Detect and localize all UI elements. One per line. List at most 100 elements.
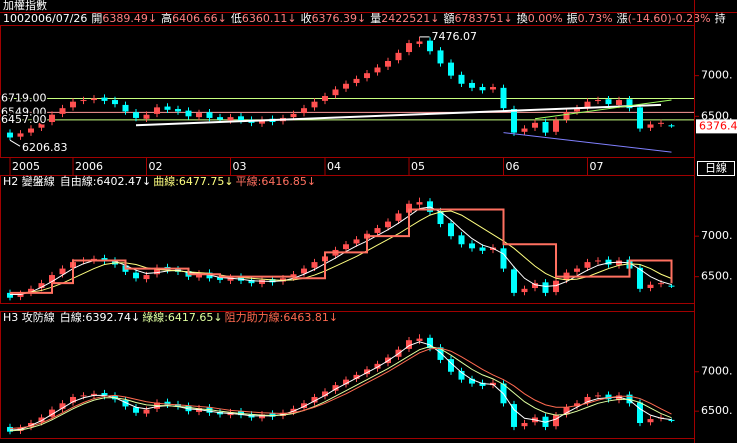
candle-body: [406, 340, 412, 349]
candle-body: [38, 417, 45, 423]
candle-body: [374, 67, 381, 73]
candle-body: [553, 120, 559, 132]
candle-body: [322, 391, 328, 397]
level-label: 6549.00: [1, 105, 47, 118]
candle-body: [154, 267, 160, 275]
candle-body: [469, 378, 475, 384]
candle-body: [647, 124, 654, 128]
candle-body: [605, 394, 612, 400]
candle-body: [647, 284, 654, 289]
candle-body: [7, 292, 13, 298]
candle-body: [553, 415, 559, 427]
trend-line: [503, 132, 672, 153]
candle-body: [542, 282, 549, 293]
candle-body: [80, 395, 87, 397]
candle-body: [311, 101, 318, 108]
legend-name: 阻力助力線: [225, 310, 280, 324]
candle-body: [448, 359, 454, 372]
candle-body: [353, 374, 360, 379]
candle-body: [437, 50, 444, 64]
candle-body: [532, 283, 538, 289]
quote-field: 換: [517, 12, 528, 25]
candle-body: [469, 82, 475, 88]
y-tick-label: 7000.: [701, 365, 733, 378]
candle-body: [322, 95, 328, 101]
indicator-line: [9, 345, 672, 432]
quote-field: 0.00%: [528, 12, 563, 25]
candle-body: [469, 243, 475, 249]
candle-body: [175, 108, 181, 112]
quote-field: 2422521↓: [381, 12, 439, 25]
candle-body: [238, 116, 244, 121]
candle-body: [406, 43, 412, 53]
candle-body: [301, 268, 307, 274]
x-tick-label: 05: [411, 160, 425, 173]
candle-body: [668, 285, 675, 287]
candle-body: [532, 122, 538, 128]
candle-body: [626, 99, 633, 109]
quote-field: 高: [161, 11, 172, 25]
candle-body: [217, 277, 223, 280]
quote-field: 開: [91, 12, 102, 25]
candle-body: [353, 78, 360, 83]
y-tick-label: 6500.: [701, 404, 733, 417]
candle-body: [521, 288, 528, 293]
candle-body: [353, 239, 360, 244]
candle-body: [311, 396, 318, 403]
candle-body: [290, 408, 297, 412]
candle-body: [196, 273, 202, 278]
annotation: 7476.07: [432, 30, 478, 43]
quote-field: 額: [444, 12, 455, 25]
quote-field: 6389.49↓: [102, 12, 157, 25]
candle-body: [59, 268, 66, 275]
candle-body: [574, 268, 580, 272]
candle-body: [59, 108, 66, 114]
candle-body: [584, 101, 591, 108]
quote-field: (-14.60)-0.23%: [628, 12, 711, 25]
legend-value: :6392.74↓: [82, 311, 140, 324]
candle-body: [7, 132, 13, 138]
legend-value: :6402.47↓: [93, 175, 151, 188]
candle-body: [217, 117, 223, 120]
candle-body: [574, 403, 580, 407]
candle-body: [343, 379, 349, 385]
candle-body: [458, 370, 465, 380]
candle-body: [101, 393, 108, 397]
candle-body: [80, 100, 87, 102]
candle-body: [437, 211, 444, 225]
candle-body: [70, 396, 76, 403]
candle-body: [658, 283, 664, 285]
candle-body: [112, 100, 118, 105]
legend-value: :6417.65↓: [164, 311, 222, 324]
panel-legend: H3 攻防線 白線:6392.74↓ 綠線:6417.65↓ 阻力助力線:6463.8…: [3, 310, 338, 324]
candle-body: [406, 203, 412, 213]
candle-body: [49, 275, 55, 283]
candle-body: [616, 260, 622, 266]
candle-body: [227, 117, 234, 121]
candle-body: [616, 395, 622, 401]
price-tag: 6376.4: [699, 119, 737, 132]
quote-field: 6406.66↓: [172, 12, 227, 25]
candle-body: [143, 114, 150, 119]
candle-body: [154, 107, 160, 114]
indicator-line: [10, 210, 672, 294]
candle-body: [227, 277, 234, 281]
candle-body: [395, 213, 402, 221]
candle-body: [301, 403, 307, 409]
candle-body: [458, 235, 465, 245]
candle-body: [28, 128, 34, 133]
candle-body: [101, 97, 108, 101]
candle-body: [122, 400, 129, 407]
candle-body: [17, 293, 24, 297]
candle-body: [343, 244, 349, 250]
chart-title: 加權指數: [3, 0, 47, 12]
candle-body: [490, 87, 496, 90]
quote-field: 0.73%: [578, 12, 613, 25]
candle-body: [595, 395, 601, 397]
level-label: 6719.00: [1, 91, 47, 104]
candle-body: [332, 385, 339, 391]
legend-value: :6477.75↓: [175, 175, 233, 188]
candle-body: [59, 403, 66, 409]
